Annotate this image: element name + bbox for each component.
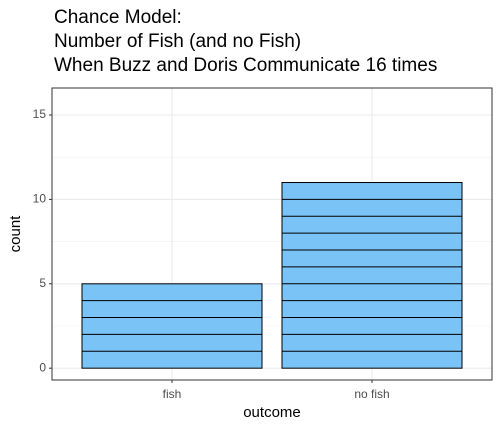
y-tick-label: 15 [33, 107, 47, 121]
y-tick-label: 10 [33, 192, 47, 206]
y-tick-label: 0 [39, 360, 46, 374]
chart-title: When Buzz and Doris Communicate 16 times [54, 55, 437, 76]
x-axis-title: outcome [243, 404, 301, 421]
y-axis-title: count [7, 215, 24, 253]
bar [281, 182, 463, 369]
y-tick-label: 5 [39, 276, 46, 290]
x-tick-label: no fish [354, 387, 389, 401]
chart-title: Chance Model: [54, 7, 182, 28]
x-tick-label: fish [163, 387, 182, 401]
bar [81, 283, 263, 369]
chart-title: Number of Fish (and no Fish) [54, 31, 301, 52]
panel-border [51, 87, 493, 381]
